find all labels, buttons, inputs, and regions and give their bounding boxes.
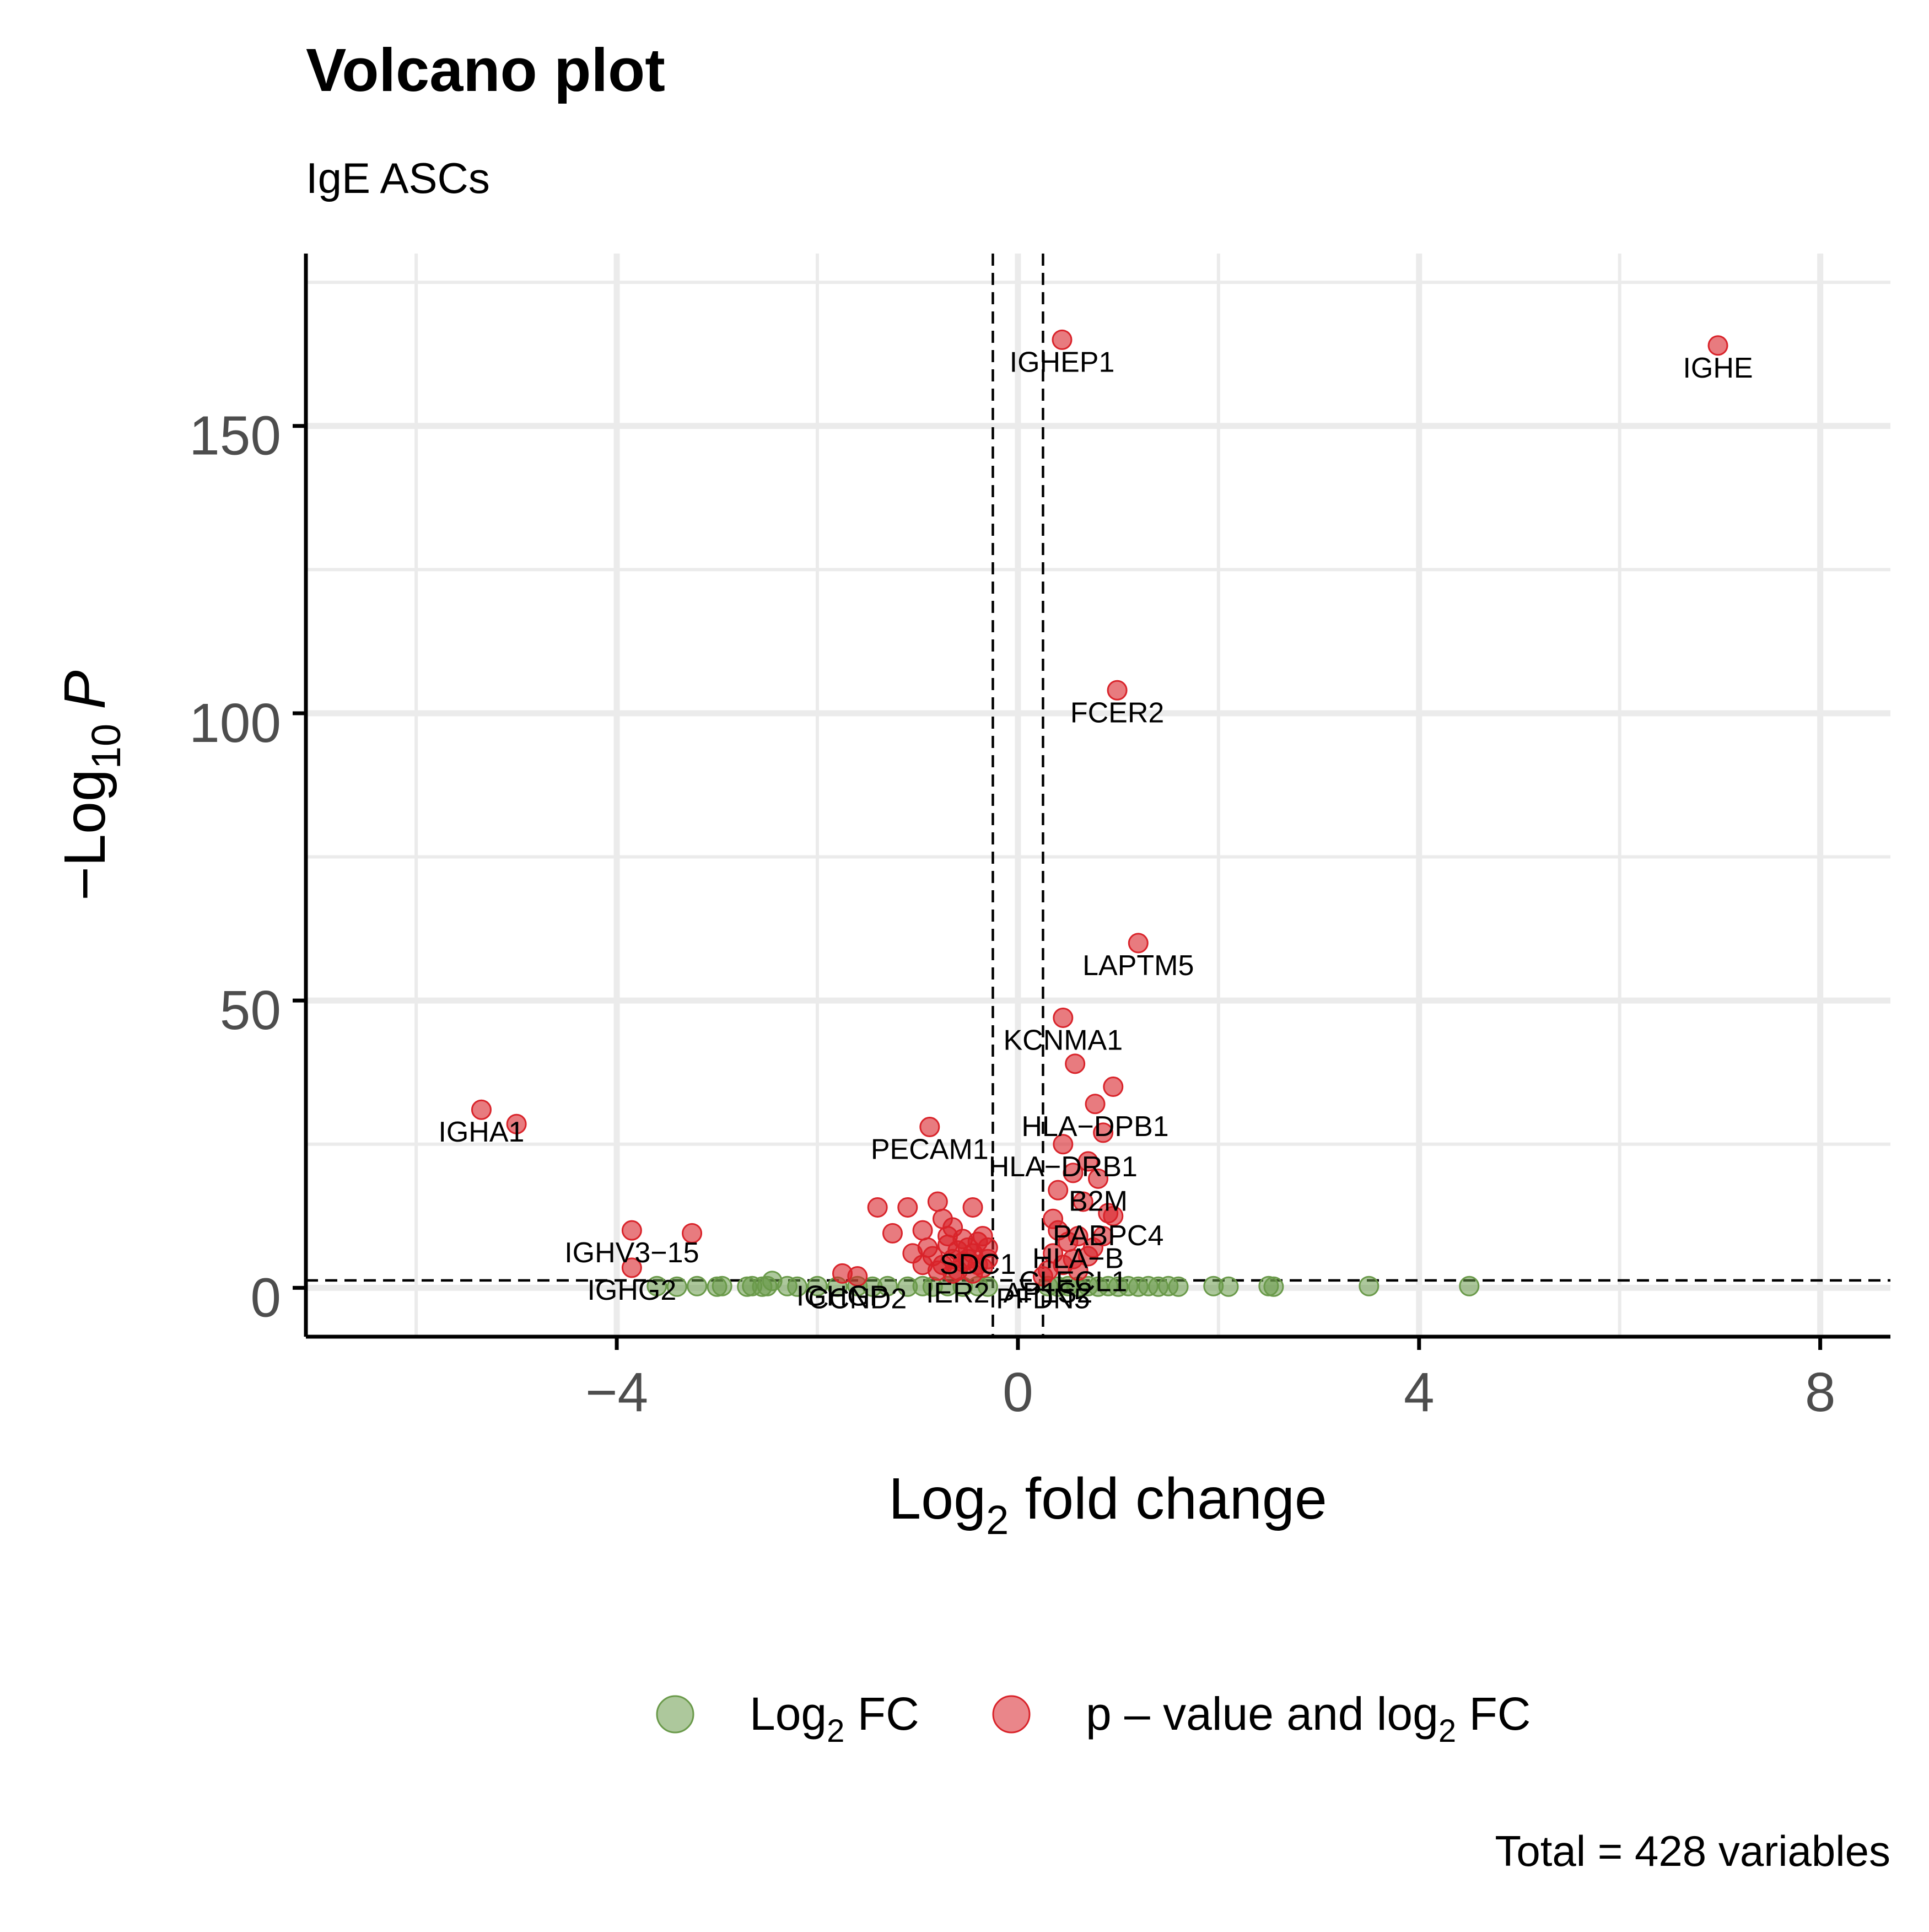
x-tick-label: 8 [1805,1361,1836,1423]
gene-label: KCNMA1 [1003,1024,1123,1056]
data-point-log2fc [1263,1276,1284,1297]
data-point-significant [927,1191,948,1212]
data-point-log2fc [877,1276,898,1296]
data-point-significant [1707,335,1728,356]
data-point-significant [962,1263,983,1284]
data-point-significant [962,1197,983,1218]
x-axis-title: Log2 fold change [888,1466,1327,1543]
points-significant [471,329,1728,1287]
gene-label: PECAM1 [871,1134,989,1166]
gene-labels: IGHE IGHEP1 FCER2 LAPTM5 KCNMA1 HLA−DPB1 HLA−D… [438,346,1753,1315]
x-tick-label: 0 [1003,1361,1033,1423]
data-point-significant [1085,1094,1106,1115]
gene-label: FCER2 [1070,697,1164,729]
data-point-significant [1052,329,1073,350]
data-point-significant [912,1220,933,1241]
gene-label: IGHA1 [438,1116,524,1148]
data-point-significant [977,1237,998,1258]
data-point-significant [1103,1206,1124,1226]
data-point-significant [1048,1180,1069,1201]
data-point-log2fc [1168,1276,1189,1297]
gene-label: CCND2 [808,1283,907,1315]
gene-label: HLA−DPB1 [1021,1111,1168,1143]
y-tick-label: 150 [189,405,281,467]
data-point-log2fc [807,1276,828,1296]
gene-label: SDC1 [940,1248,1016,1280]
data-point-significant [942,1263,963,1284]
y-tick-label: 100 [189,692,281,754]
chart-title: Volcano plot [306,36,665,104]
gene-label: IGHE [1683,352,1753,384]
chart-caption: Total = 428 variables [1495,1827,1890,1875]
data-point-log2fc [1459,1276,1480,1296]
x-tick-label: −4 [585,1361,648,1423]
x-tick-label: 4 [1404,1361,1435,1423]
legend-key-log2fc [656,1695,694,1734]
data-point-log2fc [687,1276,708,1296]
data-point-significant [897,1197,918,1218]
data-point-log2fc [977,1276,998,1297]
data-point-significant [682,1223,703,1244]
legend: Log2 FC p – value and log2 FC [656,1688,1531,1749]
data-point-significant [1053,1134,1074,1155]
data-point-significant [1107,680,1128,701]
gene-label: PFDN5 [996,1283,1090,1315]
gene-label: IGHG2 [587,1274,676,1306]
data-point-significant [1058,1231,1079,1252]
data-point-significant [471,1099,492,1120]
axes [304,254,1890,1339]
data-point-significant [1065,1053,1086,1074]
data-point-significant [1053,1007,1074,1028]
data-point-log2fc [646,1276,667,1296]
data-point-significant [506,1113,527,1134]
gene-label: HLA−B [1032,1243,1124,1275]
gene-label: AP1S2 [1004,1277,1093,1309]
data-point-significant [1093,1122,1114,1143]
data-point-significant [621,1220,642,1241]
gene-label: HLA−DRB1 [989,1151,1138,1183]
gene-label: CLECL1 [1019,1266,1128,1298]
data-point-significant [882,1223,903,1244]
data-point-log2fc [1359,1276,1380,1296]
legend-key-significant [992,1695,1031,1734]
data-point-log2fc [787,1276,808,1297]
gene-label: IER2 [926,1277,990,1309]
gene-label: IGHEP1 [1010,346,1115,378]
y-tick-label: 50 [220,980,281,1041]
data-point-significant [1077,1151,1098,1172]
gene-label: IGHGP [796,1280,889,1312]
data-point-significant [867,1197,888,1218]
data-point-significant [1088,1168,1108,1189]
data-point-log2fc [712,1276,732,1296]
gene-label: B2M [1069,1185,1128,1217]
legend-label: p – value and log2 FC [1086,1688,1531,1749]
data-point-significant [1103,1077,1124,1097]
data-point-significant [832,1263,853,1284]
data-point-significant [919,1117,940,1138]
data-point-significant [1068,1260,1089,1281]
legend-label: Log2 FC [750,1688,919,1749]
tick-labels: −4 0 4 8 0 50 100 150 [189,405,1835,1423]
y-tick-label: 0 [250,1267,281,1328]
chart-subtitle: IgE ASCs [306,154,490,202]
data-point-significant [621,1257,642,1278]
data-point-significant [937,1226,958,1247]
data-point-significant [1128,933,1149,954]
data-point-significant [1032,1266,1053,1287]
data-point-log2fc [1218,1276,1239,1297]
gene-label: IGHV3−15 [564,1237,699,1269]
data-point-log2fc [666,1276,687,1297]
gene-label: PABPC4 [1053,1220,1163,1252]
data-point-significant [1077,1246,1098,1267]
data-point-significant [1063,1163,1084,1183]
data-point-significant [912,1255,933,1276]
gene-label: LAPTM5 [1082,950,1194,982]
y-axis-title: −Log10P [52,670,129,901]
data-point-significant [1073,1191,1093,1212]
